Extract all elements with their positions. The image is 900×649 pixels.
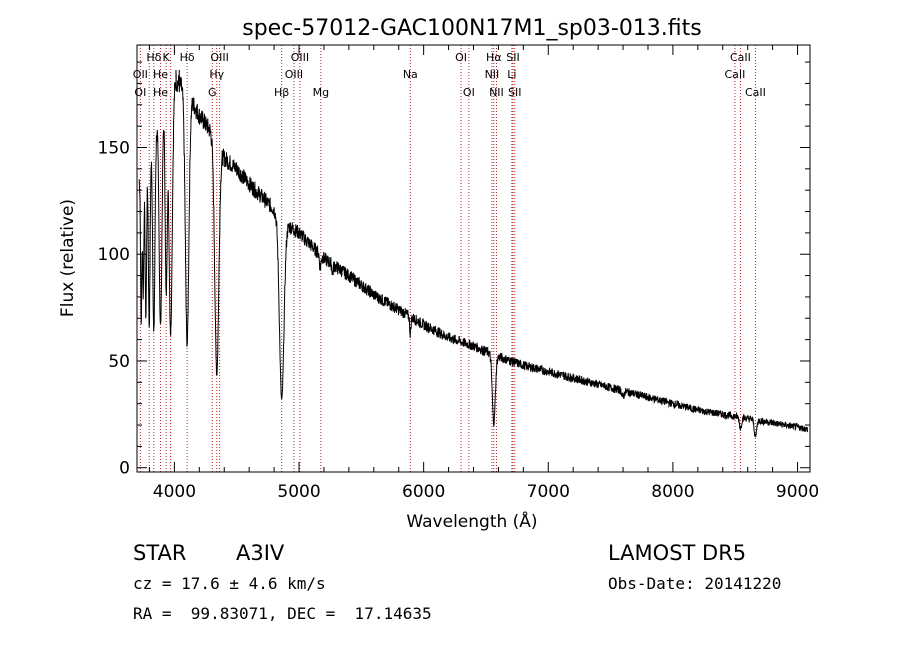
line-label: Mg xyxy=(313,86,329,99)
line-label: G xyxy=(208,86,217,99)
spectral-line-markers xyxy=(139,45,756,472)
line-label: NII xyxy=(485,68,500,81)
survey-name: LAMOST DR5 xyxy=(608,541,747,565)
x-tick-label: 9000 xyxy=(776,482,819,502)
x-axis-ticks: 4000 5000 6000 7000 8000 9000 xyxy=(148,45,819,502)
line-label: Li xyxy=(507,68,516,81)
y-axis-ticks: 0 50 100 150 xyxy=(98,61,810,479)
line-label: CaII xyxy=(730,51,751,64)
observation-date: Obs-Date: 20141220 xyxy=(608,574,782,593)
line-label: K xyxy=(163,51,171,64)
line-label: OI xyxy=(455,51,467,64)
y-axis-label: Flux (relative) xyxy=(58,199,78,317)
line-label: OIII xyxy=(210,51,228,64)
line-label: OI xyxy=(134,86,146,99)
x-tick-label: 4000 xyxy=(153,482,196,502)
line-label: NII xyxy=(489,86,504,99)
line-label: II xyxy=(174,68,181,81)
line-label: SII xyxy=(508,86,521,99)
coordinates-readout: RA = 99.83071, DEC = 17.14635 xyxy=(133,604,432,623)
y-tick-label: 100 xyxy=(98,245,130,265)
line-label: Hγ xyxy=(209,68,224,81)
spectrum-line xyxy=(138,73,808,438)
line-label: SII xyxy=(506,51,519,64)
line-label: He xyxy=(153,68,168,81)
x-tick-label: 8000 xyxy=(651,482,694,502)
line-label: Na xyxy=(403,68,418,81)
line-label: Hβ xyxy=(274,86,289,99)
line-label: CaII xyxy=(725,68,746,81)
object-subclass: A3IV xyxy=(236,541,285,565)
y-tick-label: 150 xyxy=(98,138,130,158)
line-label: He xyxy=(153,86,168,99)
y-tick-label: 0 xyxy=(119,459,130,479)
line-label: OIII xyxy=(291,51,309,64)
x-axis-label: Wavelength (Å) xyxy=(406,510,537,532)
plot-frame xyxy=(136,44,811,473)
line-label: Hδ xyxy=(146,51,161,64)
object-class: STAR xyxy=(133,541,187,565)
line-label: CaII xyxy=(745,86,766,99)
line-label: OIII xyxy=(285,68,303,81)
chart-title: spec-57012-GAC100N17M1_sp03-013.fits xyxy=(242,16,702,41)
line-label: Hα xyxy=(486,51,502,64)
x-tick-label: 7000 xyxy=(527,482,570,502)
redshift-readout: cz = 17.6 ± 4.6 km/s xyxy=(133,574,326,593)
y-tick-label: 50 xyxy=(108,352,130,372)
line-label: OI xyxy=(463,86,475,99)
line-label: OII xyxy=(133,68,148,81)
line-label: Hδ xyxy=(180,51,195,64)
x-tick-label: 6000 xyxy=(402,482,445,502)
x-tick-label: 5000 xyxy=(277,482,320,502)
